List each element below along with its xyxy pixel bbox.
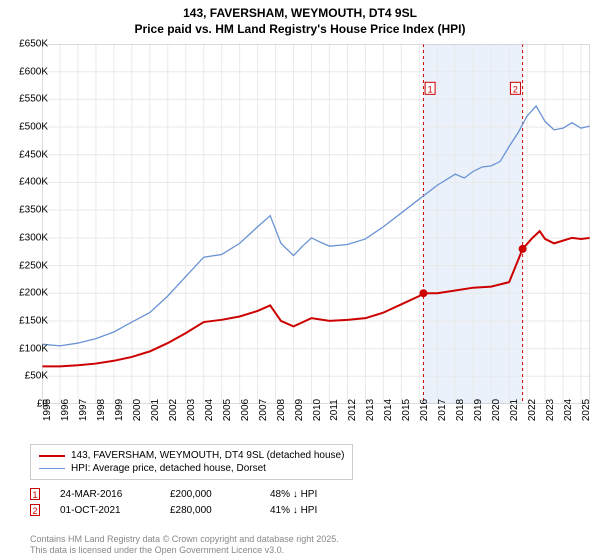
x-tick-label: 2004: [204, 399, 215, 421]
sale-price: £280,000: [170, 505, 250, 516]
x-tick-label: 2024: [563, 399, 574, 421]
y-tick-label: £500K: [8, 122, 48, 133]
sale-date: 01-OCT-2021: [60, 505, 150, 516]
y-tick-label: £250K: [8, 260, 48, 271]
x-tick-label: 1997: [78, 399, 89, 421]
x-tick-label: 2014: [383, 399, 394, 421]
x-tick-label: 2011: [329, 399, 340, 421]
x-tick-label: 2007: [258, 399, 269, 421]
x-tick-label: 2018: [455, 399, 466, 421]
x-tick-label: 1996: [60, 399, 71, 421]
x-tick-label: 2009: [294, 399, 305, 421]
legend-item: HPI: Average price, detached house, Dors…: [39, 462, 344, 475]
x-tick-label: 1999: [114, 399, 125, 421]
legend: 143, FAVERSHAM, WEYMOUTH, DT4 9SL (detac…: [30, 444, 353, 480]
sale-marker-icon: 2: [30, 504, 40, 516]
sale-pct: 48% ↓ HPI: [270, 489, 350, 500]
title-line2: Price paid vs. HM Land Registry's House …: [135, 22, 466, 36]
y-tick-label: £100K: [8, 343, 48, 354]
x-tick-label: 2012: [347, 399, 358, 421]
x-tick-label: 2025: [581, 399, 592, 421]
legend-label: 143, FAVERSHAM, WEYMOUTH, DT4 9SL (detac…: [71, 450, 344, 461]
sale-marker-icon: 1: [30, 488, 40, 500]
x-tick-label: 1998: [96, 399, 107, 421]
y-tick-label: £150K: [8, 315, 48, 326]
y-tick-label: £400K: [8, 177, 48, 188]
sale-row: 1 24-MAR-2016 £200,000 48% ↓ HPI: [30, 486, 350, 502]
footer-attribution: Contains HM Land Registry data © Crown c…: [30, 534, 339, 556]
sale-pct: 41% ↓ HPI: [270, 505, 350, 516]
x-tick-label: 2002: [168, 399, 179, 421]
x-tick-label: 2010: [312, 399, 323, 421]
y-tick-label: £50K: [8, 371, 48, 382]
chart-area: 12: [42, 44, 590, 404]
sale-date: 24-MAR-2016: [60, 489, 150, 500]
y-tick-label: £350K: [8, 205, 48, 216]
x-tick-label: 2005: [222, 399, 233, 421]
x-tick-label: 2017: [437, 399, 448, 421]
y-tick-label: £450K: [8, 149, 48, 160]
legend-item: 143, FAVERSHAM, WEYMOUTH, DT4 9SL (detac…: [39, 449, 344, 462]
footer-line2: This data is licensed under the Open Gov…: [30, 545, 284, 555]
legend-swatch: [39, 468, 65, 469]
sale-price: £200,000: [170, 489, 250, 500]
svg-text:1: 1: [428, 84, 433, 94]
x-tick-label: 2000: [132, 399, 143, 421]
x-tick-label: 2013: [365, 399, 376, 421]
y-tick-label: £550K: [8, 94, 48, 105]
svg-text:2: 2: [513, 84, 518, 94]
title-line1: 143, FAVERSHAM, WEYMOUTH, DT4 9SL: [183, 6, 417, 20]
y-tick-label: £600K: [8, 66, 48, 77]
x-tick-label: 2015: [401, 399, 412, 421]
sale-table: 1 24-MAR-2016 £200,000 48% ↓ HPI 2 01-OCT-202…: [30, 486, 350, 518]
x-tick-label: 2006: [240, 399, 251, 421]
y-tick-label: £650K: [8, 39, 48, 50]
x-tick-label: 1995: [42, 399, 53, 421]
x-tick-label: 2008: [276, 399, 287, 421]
sale-row: 2 01-OCT-2021 £280,000 41% ↓ HPI: [30, 502, 350, 518]
x-tick-label: 2022: [527, 399, 538, 421]
x-tick-label: 2020: [491, 399, 502, 421]
line-chart: 12: [42, 44, 590, 404]
y-tick-label: £300K: [8, 232, 48, 243]
legend-swatch: [39, 455, 65, 457]
y-tick-label: £200K: [8, 288, 48, 299]
x-tick-label: 2021: [509, 399, 520, 421]
footer-line1: Contains HM Land Registry data © Crown c…: [30, 534, 339, 544]
legend-label: HPI: Average price, detached house, Dors…: [71, 463, 266, 474]
x-tick-label: 2016: [419, 399, 430, 421]
chart-title: 143, FAVERSHAM, WEYMOUTH, DT4 9SL Price …: [0, 0, 600, 37]
x-tick-label: 2003: [186, 399, 197, 421]
x-tick-label: 2023: [545, 399, 556, 421]
x-tick-label: 2019: [473, 399, 484, 421]
x-tick-label: 2001: [150, 399, 161, 421]
